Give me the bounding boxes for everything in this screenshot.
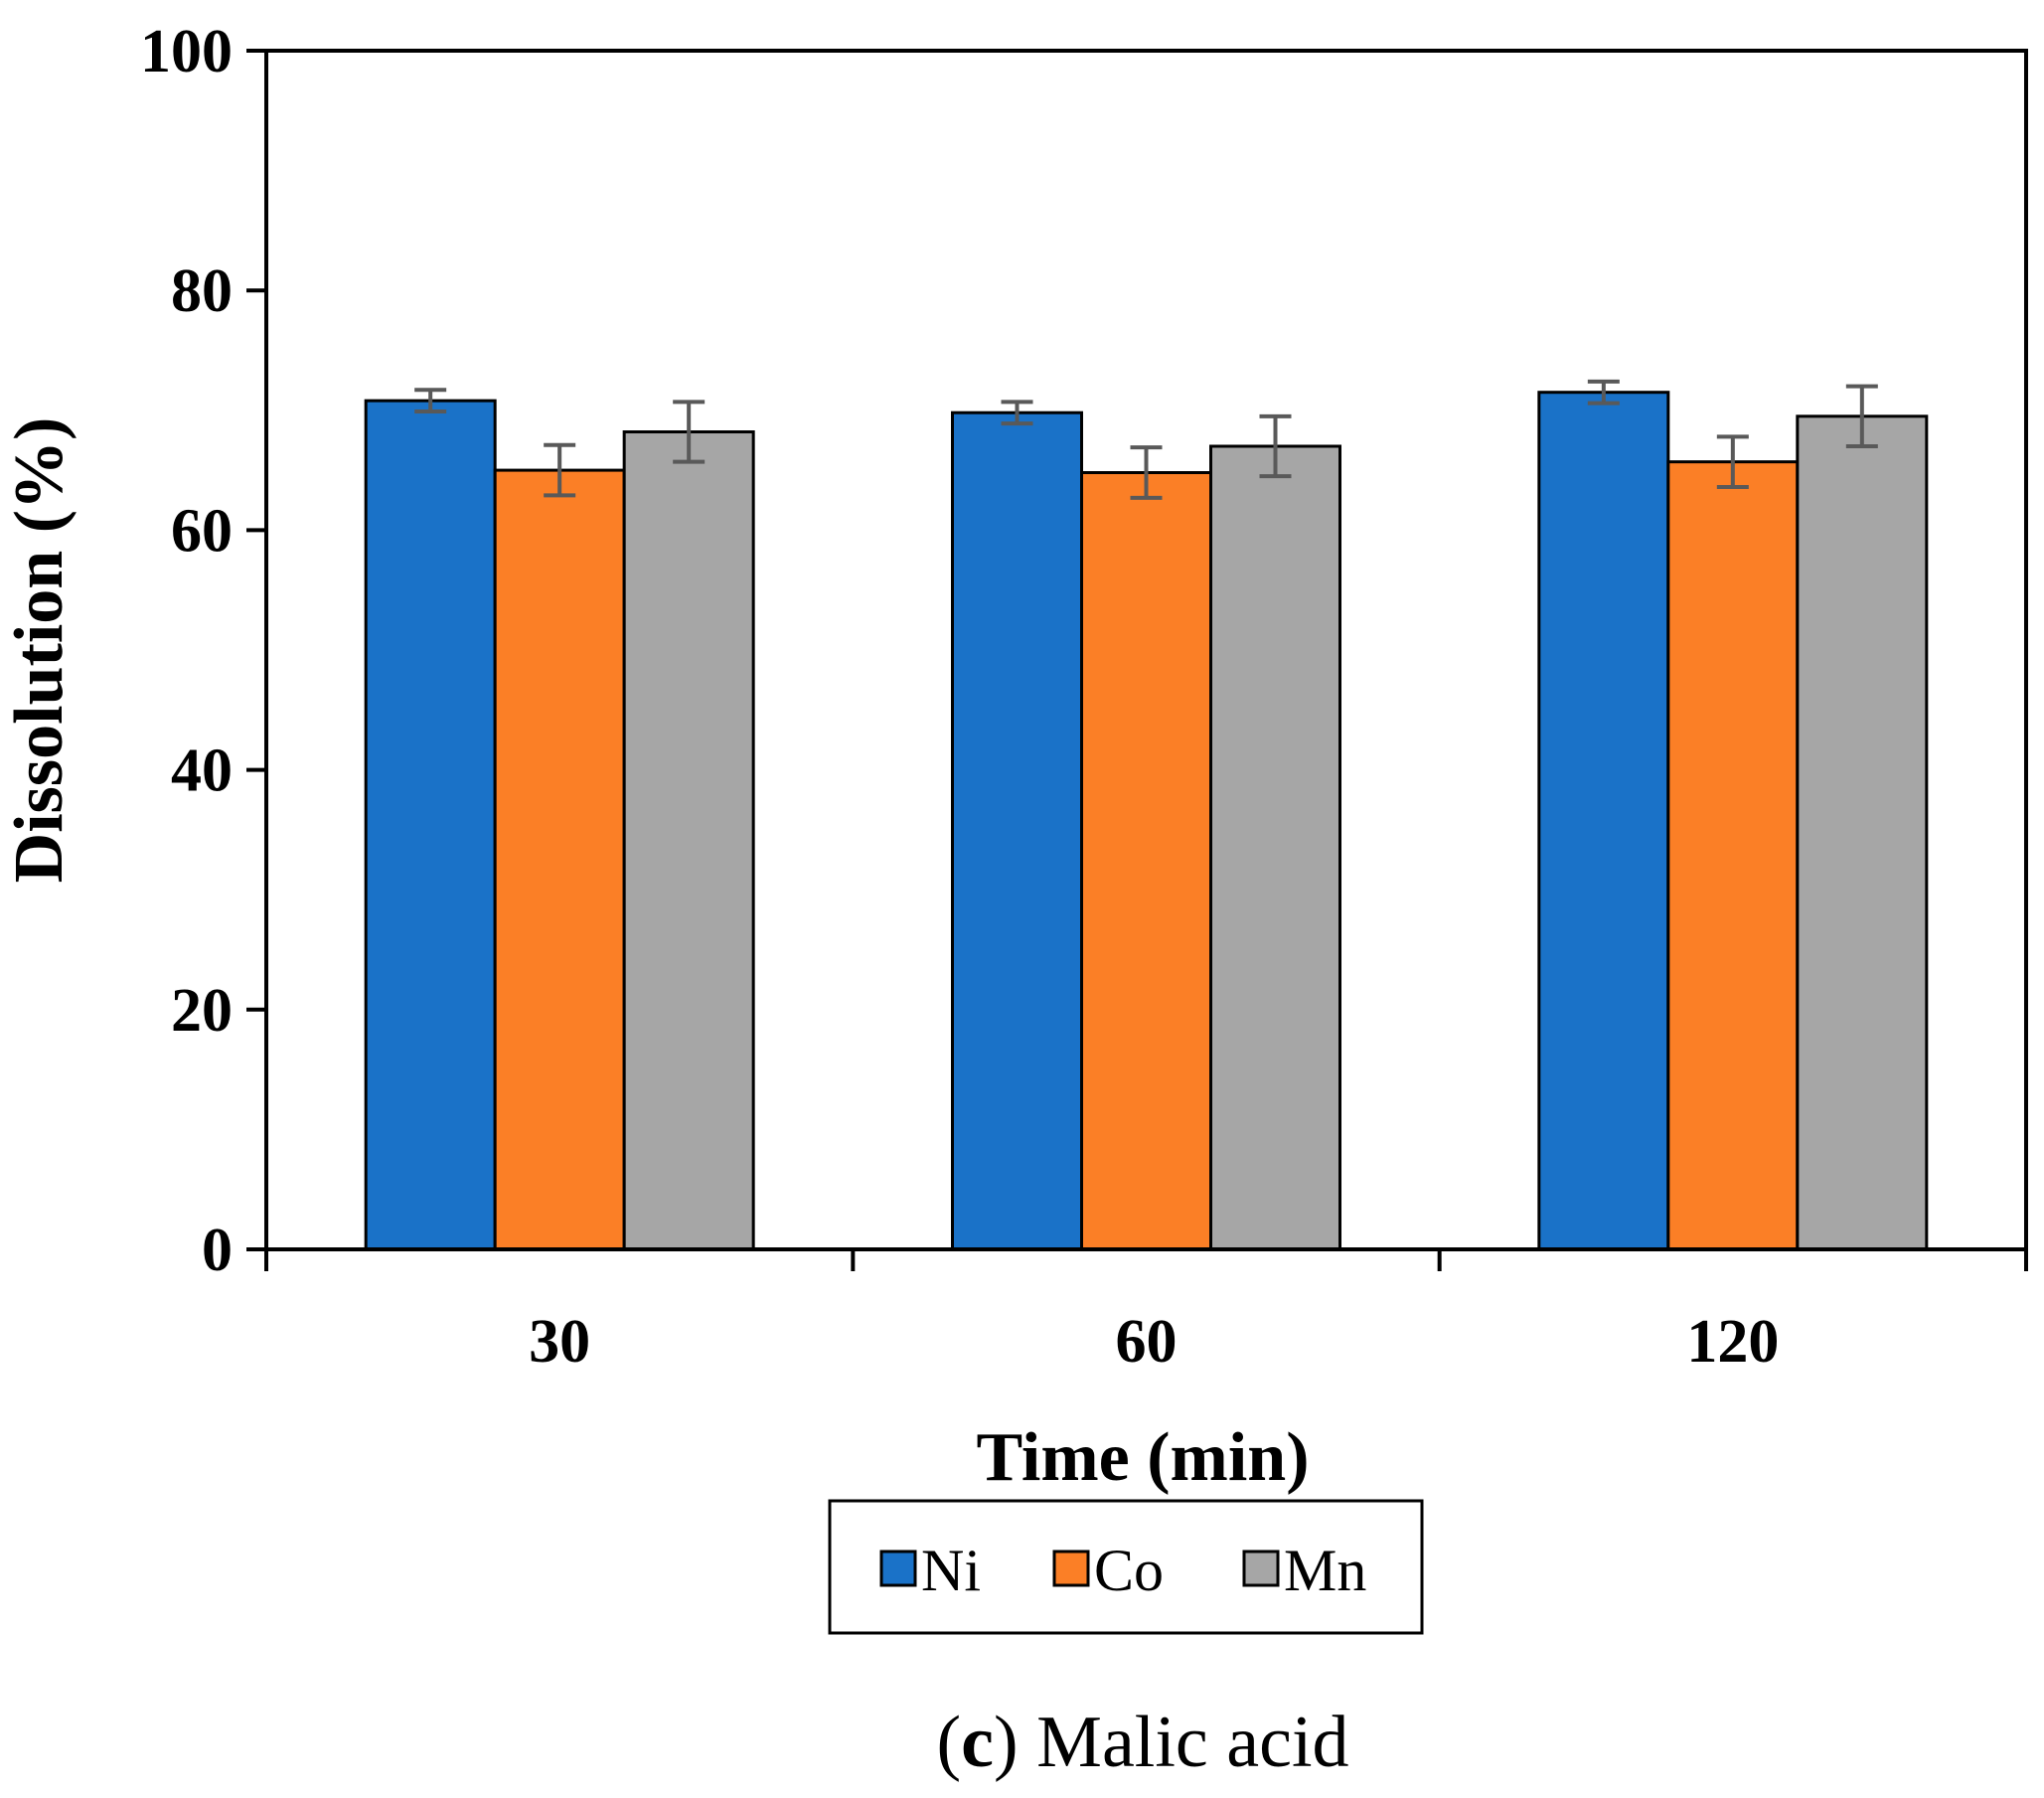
bar-ni-120	[1537, 391, 1670, 1251]
bar-co-60	[1080, 471, 1212, 1251]
caption-close: )	[994, 1702, 1019, 1783]
x-tick-label-120: 120	[1686, 1308, 1779, 1376]
caption-text: Malic acid	[1019, 1702, 1349, 1783]
bar-ni-60	[951, 410, 1083, 1251]
plot-area	[364, 379, 1929, 1251]
plot-frame	[264, 49, 2028, 1251]
axes: 30 60 120 0 20 40 60 80 100	[140, 18, 2028, 1376]
legend-box	[828, 1499, 1424, 1635]
y-axis-title: Dissolution (%)	[1, 417, 78, 884]
legend: Ni Co Mn	[828, 1499, 1424, 1635]
figure-caption: (c) Malic acid	[936, 1702, 1348, 1783]
y-tick-label-0: 0	[202, 1217, 233, 1284]
legend-label-ni: Ni	[921, 1538, 981, 1603]
caption-label: c	[961, 1702, 994, 1783]
y-tick-label-20: 20	[171, 977, 233, 1045]
y-tick-label-80: 80	[171, 257, 233, 325]
x-tick-label-30: 30	[529, 1308, 590, 1376]
x-tick-label-60: 60	[1116, 1308, 1178, 1376]
y-tick-label-100: 100	[140, 18, 233, 85]
bar-co-120	[1666, 460, 1800, 1251]
y-tick-label-60: 60	[171, 497, 233, 565]
legend-label-mn: Mn	[1284, 1538, 1366, 1603]
bar-mn-60	[1209, 444, 1341, 1251]
legend-swatch-co	[1052, 1550, 1090, 1587]
y-tick-label-40: 40	[171, 737, 233, 805]
legend-swatch-mn	[1242, 1550, 1280, 1587]
bar-ni-30	[364, 399, 497, 1251]
legend-label-co: Co	[1094, 1538, 1164, 1603]
bar-mn-30	[622, 430, 755, 1251]
legend-swatch-ni	[879, 1550, 917, 1587]
caption-open: (	[936, 1702, 961, 1783]
bar-mn-120	[1796, 414, 1929, 1251]
x-axis-title: Time (min)	[976, 1419, 1309, 1496]
bar-co-30	[493, 468, 626, 1251]
